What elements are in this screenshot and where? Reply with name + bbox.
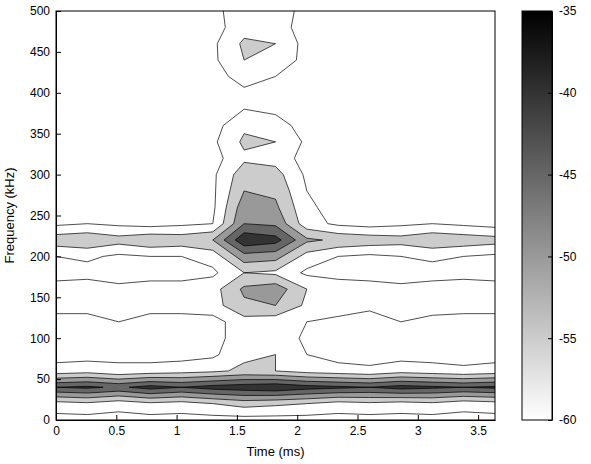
- y-tick-mark: [56, 256, 61, 257]
- colorbar-tick-label: -45: [559, 168, 577, 182]
- x-tick-label: 0: [53, 424, 60, 438]
- x-tick-mark: [116, 415, 117, 420]
- x-tick-label: 2: [294, 424, 301, 438]
- x-tick: 2.5: [350, 415, 367, 438]
- y-tick: 250: [30, 209, 61, 223]
- x-tick: 1.5: [229, 415, 246, 438]
- colorbar-tick: -55: [548, 332, 577, 346]
- colorbar: [522, 11, 552, 420]
- y-tick: 100: [30, 332, 61, 346]
- x-tick-mark: [297, 415, 298, 420]
- y-tick-label: 250: [30, 209, 50, 223]
- contour: [56, 191, 495, 401]
- y-tick-mark: [56, 93, 61, 94]
- y-tick-mark: [56, 134, 61, 135]
- y-tick: 0: [43, 413, 61, 427]
- colorbar-tick: -45: [548, 168, 577, 182]
- contour: [56, 38, 495, 407]
- colorbar-tick-label: -35: [559, 4, 577, 18]
- y-tick-mark: [56, 379, 61, 380]
- x-tick: 1: [174, 415, 181, 438]
- contour: [56, 233, 495, 391]
- y-tick: 300: [30, 168, 61, 182]
- y-tick: 50: [37, 372, 61, 386]
- x-tick: 0.5: [108, 415, 125, 438]
- y-axis: 0 50 100 150 200 250 300 350 400 450 500: [30, 4, 61, 427]
- colorbar-tick-mark: [548, 175, 552, 176]
- colorbar-tick: -60: [548, 413, 577, 427]
- colorbar-tick: -50: [548, 250, 577, 264]
- colorbar-tick-label: -55: [559, 332, 577, 346]
- x-tick-label: 1.5: [229, 424, 246, 438]
- colorbar-axis: -60 -55 -50 -45 -40 -35: [548, 4, 577, 427]
- y-tick-label: 450: [30, 45, 50, 59]
- x-tick: 2: [294, 415, 301, 438]
- colorbar-tick: -35: [548, 4, 577, 18]
- x-tick-label: 3: [415, 424, 422, 438]
- y-tick: 350: [30, 127, 61, 141]
- x-tick-mark: [478, 415, 479, 420]
- x-tick-mark: [418, 415, 419, 420]
- x-tick-label: 1: [174, 424, 181, 438]
- y-tick-mark: [56, 175, 61, 176]
- y-tick-mark: [56, 420, 61, 421]
- y-tick: 150: [30, 291, 61, 305]
- contour-layer: [56, 11, 495, 416]
- chart: 0 0.5 1 1.5 2 2.5 3 3.5 0 50 100 150 200 250 300 350 400…: [0, 0, 591, 464]
- x-tick-mark: [177, 415, 178, 420]
- x-tick-mark: [358, 415, 359, 420]
- y-tick-mark: [56, 338, 61, 339]
- y-tick: 200: [30, 250, 61, 264]
- x-tick: 3: [415, 415, 422, 438]
- x-axis-title: Time (ms): [246, 444, 304, 459]
- colorbar-tick-label: -50: [559, 250, 577, 264]
- colorbar-tick-mark: [548, 256, 552, 257]
- y-tick-label: 400: [30, 86, 50, 100]
- colorbar-tick-mark: [548, 93, 552, 94]
- contour: [56, 224, 495, 396]
- y-axis-title: Frequency (kHz): [2, 167, 17, 263]
- y-tick-label: 350: [30, 127, 50, 141]
- x-tick-label: 3.5: [470, 424, 487, 438]
- x-axis-line: [57, 420, 496, 421]
- contour: [56, 11, 495, 416]
- colorbar-tick-label: -60: [559, 413, 577, 427]
- x-tick: 3.5: [470, 415, 487, 438]
- y-tick-label: 500: [30, 4, 50, 18]
- colorbar-tick-mark: [548, 338, 552, 339]
- y-tick-mark: [56, 52, 61, 53]
- y-tick-mark: [56, 216, 61, 217]
- y-tick-label: 150: [30, 291, 50, 305]
- y-tick-label: 300: [30, 168, 50, 182]
- x-tick-label: 0.5: [108, 424, 125, 438]
- x-axis: 0 0.5 1 1.5 2 2.5 3 3.5: [53, 415, 495, 438]
- colorbar-axis-line: [552, 12, 553, 421]
- plot-frame: [56, 11, 495, 420]
- y-tick-label: 50: [37, 372, 51, 386]
- y-tick-label: 0: [43, 413, 50, 427]
- colorbar-tick-mark: [548, 11, 552, 12]
- y-tick-mark: [56, 11, 61, 12]
- y-tick: 400: [30, 86, 61, 100]
- colorbar-tick-mark: [548, 420, 552, 421]
- y-tick: 450: [30, 45, 61, 59]
- y-tick-label: 100: [30, 332, 50, 346]
- x-tick-label: 2.5: [350, 424, 367, 438]
- y-tick-label: 200: [30, 250, 50, 264]
- y-tick-mark: [56, 297, 61, 298]
- colorbar-tick-label: -40: [559, 86, 577, 100]
- x-tick-mark: [237, 415, 238, 420]
- colorbar-tick: -40: [548, 86, 577, 100]
- y-tick: 500: [30, 4, 61, 18]
